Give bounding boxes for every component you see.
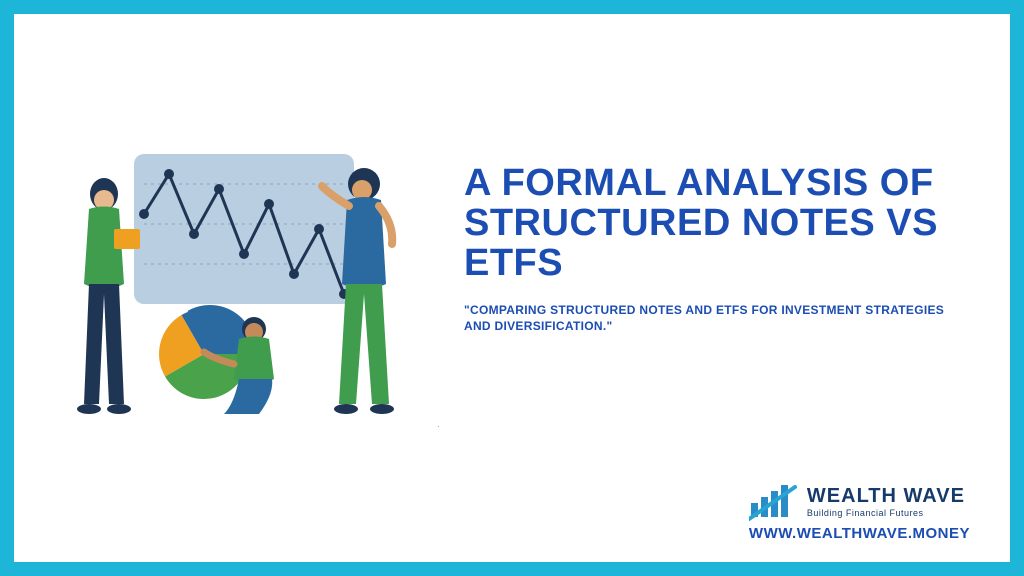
brand-url: WWW.WEALTHWAVE.MONEY — [749, 525, 970, 542]
slide-frame: A FORMAL ANALYSIS OF STRUCTURED NOTES VS… — [0, 0, 1024, 576]
notebook-icon — [114, 229, 140, 249]
page-subtitle: "COMPARING STRUCTURED NOTES AND ETFS FOR… — [464, 302, 964, 336]
person-left — [77, 178, 140, 414]
headline-block: A FORMAL ANALYSIS OF STRUCTURED NOTES VS… — [464, 164, 964, 335]
logo-bars-icon — [749, 481, 797, 521]
brand-name: WEALTH WAVE — [807, 485, 965, 508]
page-title: A FORMAL ANALYSIS OF STRUCTURED NOTES VS… — [464, 164, 964, 284]
team-analytics-illustration — [64, 134, 404, 434]
brand-logo-block: WEALTH WAVE Building Financial Futures W… — [749, 481, 970, 542]
brand-tagline: Building Financial Futures — [807, 508, 965, 518]
stray-dot: . — [437, 419, 440, 430]
